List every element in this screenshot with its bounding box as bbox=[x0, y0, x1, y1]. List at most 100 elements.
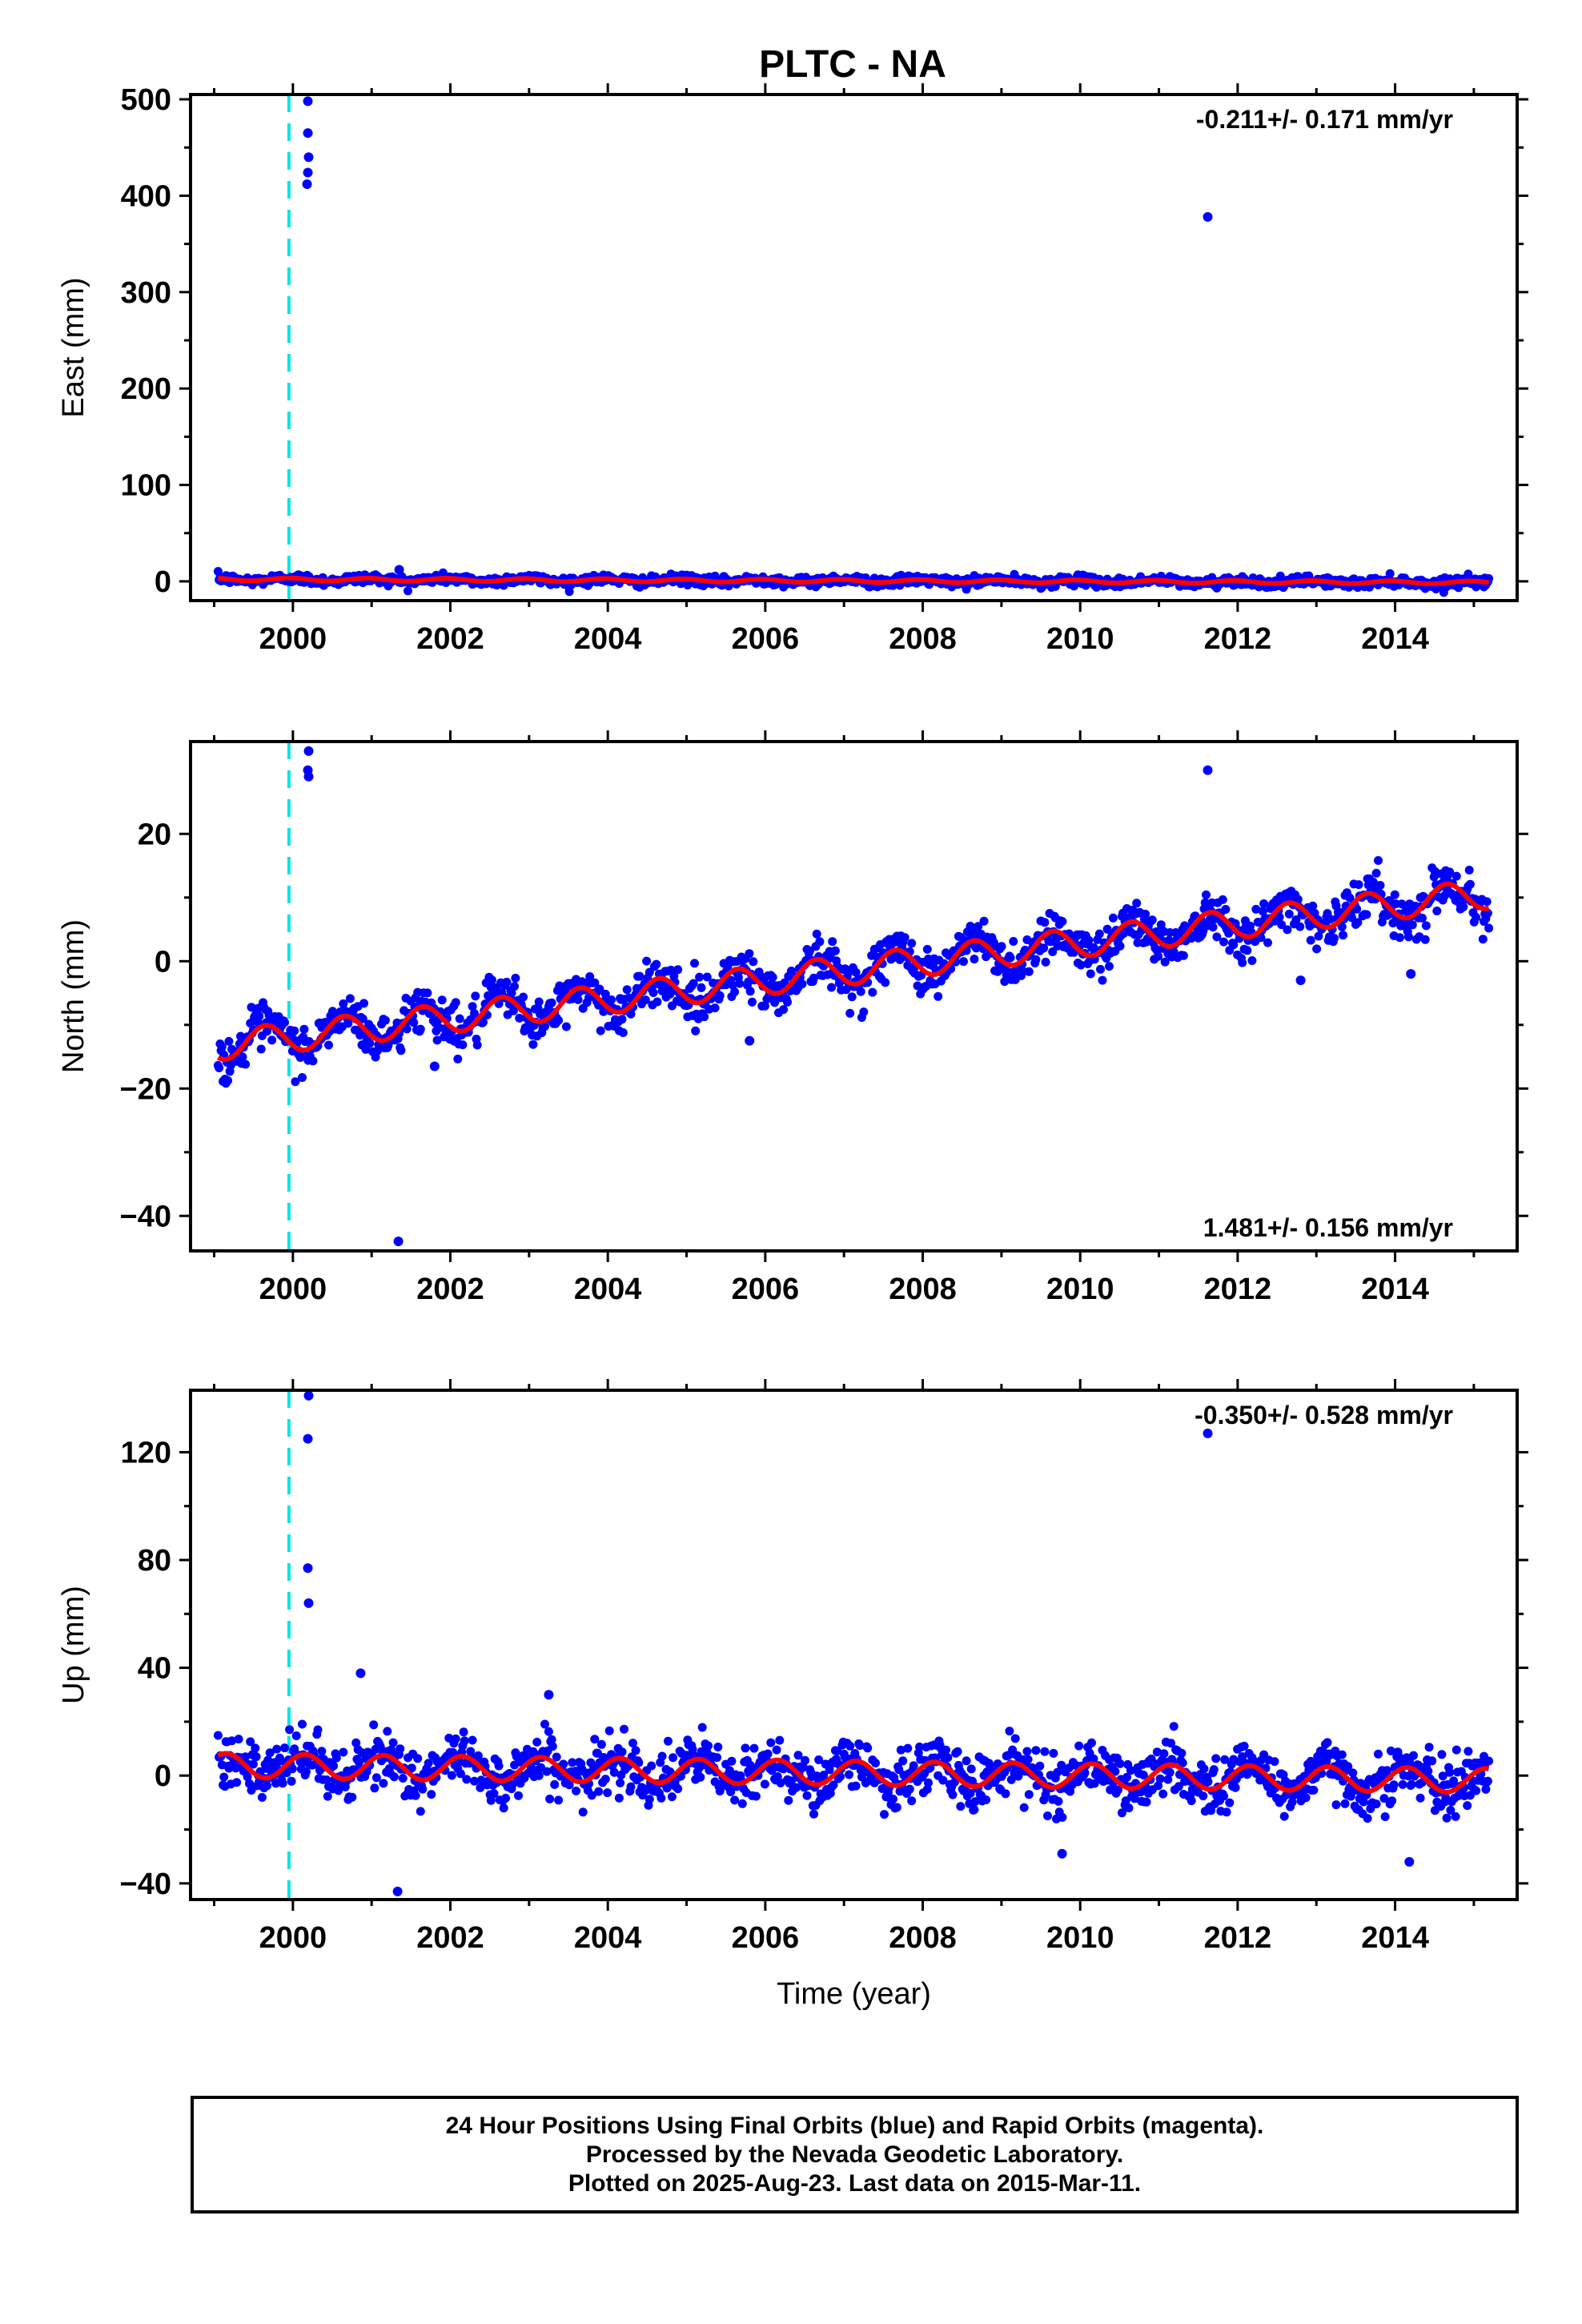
data-point bbox=[943, 1753, 953, 1763]
outlier-point bbox=[745, 1035, 755, 1046]
data-point bbox=[635, 971, 644, 981]
data-point bbox=[453, 1054, 463, 1063]
data-point bbox=[1022, 1747, 1032, 1756]
data-point bbox=[695, 972, 705, 982]
x-tick-label: 2010 bbox=[1046, 1921, 1114, 1955]
data-point bbox=[507, 988, 516, 998]
y-tick-label: 300 bbox=[121, 276, 171, 310]
data-point bbox=[1415, 1793, 1425, 1803]
data-point bbox=[1096, 964, 1105, 974]
data-point bbox=[603, 1788, 612, 1798]
data-point bbox=[596, 1026, 605, 1035]
outlier-point bbox=[429, 1061, 440, 1072]
data-point bbox=[881, 978, 890, 987]
data-point bbox=[966, 1764, 976, 1774]
data-point bbox=[715, 991, 725, 1000]
data-point bbox=[1155, 1774, 1165, 1783]
data-point bbox=[345, 994, 355, 1003]
data-point bbox=[1024, 967, 1034, 976]
data-point bbox=[1306, 935, 1315, 945]
data-point bbox=[1483, 908, 1492, 918]
data-point bbox=[898, 1756, 908, 1766]
outlier-point bbox=[1404, 1856, 1415, 1867]
data-point bbox=[934, 991, 943, 1001]
data-point bbox=[245, 1779, 254, 1788]
data-point bbox=[470, 1009, 479, 1018]
data-point bbox=[1353, 918, 1363, 927]
data-point bbox=[905, 1784, 914, 1794]
data-point bbox=[760, 1001, 769, 1011]
data-point bbox=[1337, 1750, 1347, 1759]
data-point bbox=[590, 1735, 600, 1744]
data-point bbox=[1424, 1743, 1434, 1752]
data-point bbox=[1165, 1767, 1174, 1777]
data-point bbox=[1421, 921, 1431, 931]
data-point bbox=[1211, 1754, 1221, 1763]
data-point bbox=[1156, 920, 1166, 930]
data-point bbox=[1229, 940, 1239, 950]
data-point bbox=[298, 1719, 307, 1729]
data-point bbox=[456, 1769, 465, 1779]
data-point bbox=[573, 995, 583, 1004]
data-point bbox=[1110, 1767, 1120, 1776]
data-point bbox=[1380, 1812, 1390, 1821]
data-point bbox=[859, 1007, 869, 1017]
data-point bbox=[554, 1015, 564, 1025]
data-point bbox=[219, 1772, 229, 1782]
data-point bbox=[600, 989, 610, 999]
x-tick-label: 2000 bbox=[259, 1921, 327, 1955]
data-point bbox=[626, 1009, 636, 1019]
panel-2: 2000 2002 2004 2006 2008 2010 2012 2014 −40 −20 0 2… bbox=[57, 730, 1528, 1306]
data-point bbox=[640, 995, 650, 1005]
data-point bbox=[1147, 915, 1157, 925]
data-point bbox=[1343, 1762, 1353, 1771]
data-point bbox=[1209, 1765, 1219, 1775]
data-point bbox=[1390, 890, 1399, 899]
data-point bbox=[664, 1736, 673, 1746]
data-point bbox=[1208, 923, 1218, 932]
data-point bbox=[322, 1775, 331, 1784]
data-point bbox=[953, 1747, 962, 1756]
data-point bbox=[745, 949, 754, 959]
data-point bbox=[779, 1005, 789, 1015]
data-point bbox=[251, 1743, 260, 1753]
data-point bbox=[768, 972, 777, 982]
data-point bbox=[1482, 897, 1492, 907]
data-point bbox=[669, 1753, 678, 1763]
data-point bbox=[1449, 1776, 1459, 1786]
data-point bbox=[1348, 1768, 1358, 1778]
data-point bbox=[783, 997, 792, 1007]
data-point bbox=[896, 1745, 905, 1755]
data-point bbox=[1459, 903, 1468, 911]
x-tick-label: 2000 bbox=[259, 622, 327, 656]
data-point bbox=[959, 957, 968, 967]
data-point bbox=[1174, 1782, 1183, 1791]
data-point bbox=[1259, 899, 1269, 908]
plot-area bbox=[213, 1390, 1494, 1900]
data-point bbox=[809, 973, 818, 983]
data-point bbox=[1058, 917, 1067, 927]
data-point bbox=[545, 1794, 555, 1803]
data-point bbox=[915, 1742, 924, 1751]
data-point bbox=[1347, 913, 1356, 923]
data-point bbox=[673, 965, 683, 975]
data-point bbox=[280, 1743, 289, 1753]
data-point bbox=[486, 1795, 496, 1805]
plot-area bbox=[213, 94, 1494, 601]
data-point bbox=[358, 1014, 367, 1023]
data-point bbox=[371, 1773, 381, 1783]
panel-frame bbox=[189, 1389, 1519, 1901]
data-point bbox=[287, 1776, 296, 1786]
data-point bbox=[1058, 1812, 1067, 1822]
data-point bbox=[1114, 1785, 1122, 1795]
data-point bbox=[1389, 1780, 1399, 1790]
data-point bbox=[801, 1755, 809, 1765]
data-point bbox=[1154, 1781, 1163, 1791]
data-point bbox=[748, 997, 757, 1007]
data-point bbox=[775, 1735, 785, 1745]
data-point bbox=[589, 1763, 599, 1772]
data-point bbox=[1031, 1746, 1041, 1755]
data-point bbox=[812, 929, 821, 939]
data-point bbox=[561, 1022, 571, 1031]
data-point bbox=[1312, 944, 1322, 954]
